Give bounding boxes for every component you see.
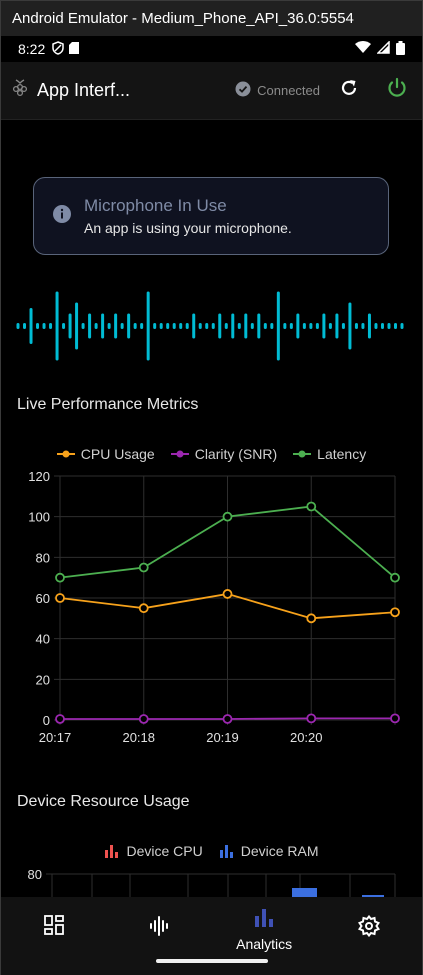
- wifi-icon: [355, 41, 371, 57]
- cell-signal-icon: [376, 40, 390, 57]
- data-point: [222, 589, 233, 599]
- performance-line-chart: 0 20 40 60 80 100 120 20:17 20:18 20:19 20:20: [28, 469, 400, 745]
- bottom-navigation: Analytics: [1, 897, 422, 975]
- microphone-in-use-banner: Microphone In Use An app is using your m…: [33, 177, 389, 255]
- y-tick-label: 60: [36, 591, 50, 606]
- x-tick-label: 20:18: [122, 730, 155, 745]
- tab-dashboard[interactable]: [1, 897, 106, 975]
- tab-settings[interactable]: [317, 897, 422, 975]
- settings-icon: [358, 914, 381, 942]
- status-time: 8:22: [18, 41, 46, 57]
- tab-analytics[interactable]: Analytics: [212, 897, 317, 975]
- ram-bar: [292, 888, 317, 898]
- power-button[interactable]: [386, 77, 408, 104]
- tab-audio[interactable]: [106, 897, 211, 975]
- y-tick-label: 80: [36, 550, 50, 565]
- status-icons: [355, 40, 405, 58]
- data-point: [306, 613, 317, 624]
- legend-item-cpu-usage[interactable]: CPU Usage: [56, 446, 155, 462]
- data-point: [390, 713, 400, 724]
- legend-label: CPU Usage: [80, 446, 155, 462]
- bar-chart-icon: [254, 907, 274, 932]
- y-tick-label: 100: [28, 510, 50, 525]
- data-point: [55, 714, 65, 724]
- performance-legend: CPU Usage Clarity (SNR) Latency: [0, 446, 423, 462]
- data-point: [138, 714, 149, 724]
- check-circle-icon: [235, 81, 251, 100]
- x-tick-label: 20:20: [290, 730, 323, 745]
- resources-section-title: Device Resource Usage: [17, 793, 190, 810]
- y-tick-label: 0: [43, 713, 50, 728]
- privacy-shield-icon: [51, 40, 65, 58]
- y-tick-label: 20: [36, 672, 50, 687]
- connection-status-label: Connected: [257, 83, 320, 98]
- power-icon: [386, 77, 408, 104]
- legend-label: Device RAM: [240, 843, 319, 859]
- y-tick-label: 80: [28, 867, 42, 882]
- data-point: [222, 714, 233, 724]
- dashboard-icon: [43, 915, 64, 940]
- performance-section-title: Live Performance Metrics: [17, 396, 199, 413]
- legend-label: Clarity (SNR): [194, 446, 278, 462]
- resources-bar-chart: 80: [28, 867, 396, 898]
- app-title: App Interf...: [37, 80, 131, 100]
- data-point: [390, 607, 400, 618]
- y-tick-label: 120: [28, 469, 50, 484]
- audio-waveform: [16, 291, 404, 361]
- sd-card-icon: [69, 41, 80, 57]
- legend-item-clarity[interactable]: Clarity (SNR): [170, 446, 278, 462]
- data-point: [55, 593, 65, 603]
- legend-label: Latency: [317, 446, 367, 462]
- data-point: [390, 572, 400, 583]
- refresh-button[interactable]: [338, 80, 360, 102]
- data-point: [55, 572, 65, 583]
- data-point: [222, 511, 233, 522]
- info-icon: [52, 204, 72, 229]
- x-tick-label: 20:19: [206, 730, 239, 745]
- home-gesture-bar[interactable]: [156, 959, 268, 963]
- data-point: [138, 603, 149, 614]
- refresh-icon: [339, 78, 359, 103]
- data-point: [138, 562, 149, 573]
- resources-legend: Device CPU Device RAM: [0, 843, 423, 859]
- audio-icon: [148, 915, 170, 942]
- app-bar: App Interf... Connected: [1, 62, 422, 120]
- connection-status: Connected: [235, 81, 320, 100]
- legend-label: Device CPU: [126, 843, 203, 859]
- data-point: [306, 713, 317, 724]
- ram-bar: [362, 895, 384, 898]
- banner-subtitle: An app is using your microphone.: [84, 220, 292, 236]
- legend-item-device-cpu[interactable]: Device CPU: [104, 843, 203, 859]
- raspberry-logo-icon: [11, 78, 29, 103]
- y-tick-label: 40: [36, 632, 50, 647]
- tab-analytics-label: Analytics: [236, 936, 293, 952]
- battery-icon: [396, 40, 405, 58]
- legend-item-device-ram[interactable]: Device RAM: [219, 843, 319, 859]
- banner-title: Microphone In Use: [84, 196, 227, 215]
- data-point: [306, 501, 317, 512]
- legend-item-latency[interactable]: Latency: [293, 446, 366, 462]
- status-bar: 8:22: [0, 36, 423, 62]
- x-tick-label: 20:17: [39, 730, 72, 745]
- window-title: Android Emulator - Medium_Phone_API_36.0…: [12, 10, 354, 27]
- emulator-window-titlebar: Android Emulator - Medium_Phone_API_36.0…: [0, 0, 423, 36]
